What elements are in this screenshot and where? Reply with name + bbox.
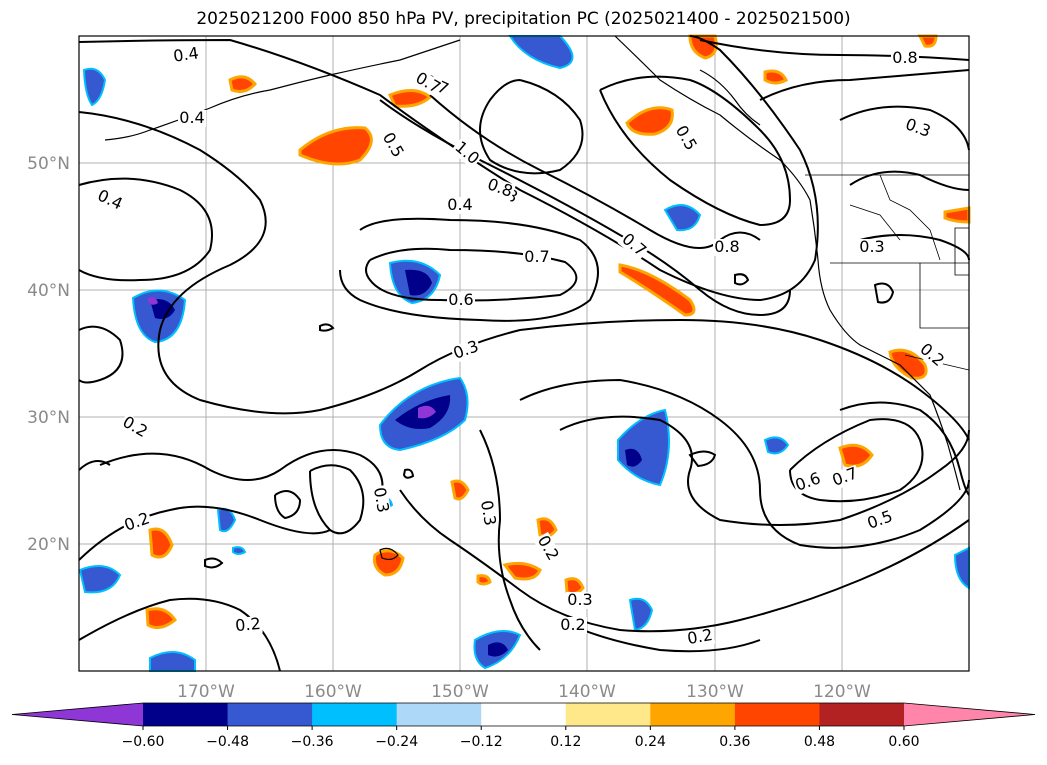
contour-label-background (671, 121, 700, 155)
lat-tick-label: 20°N (27, 535, 70, 555)
colorbar-segment (819, 703, 905, 726)
contour-label-background (118, 413, 152, 442)
contour-label: 0.8 (892, 48, 917, 67)
contour-label-background (369, 484, 392, 516)
contour-label-background (411, 69, 445, 98)
contour-label: 0.3 (567, 590, 592, 609)
contour-label-background (617, 229, 650, 261)
contour-label: 0.7 (524, 247, 549, 266)
colorbar-segment (396, 703, 482, 726)
contour-label-background (446, 197, 474, 214)
contour-label-background (121, 509, 154, 536)
contour-label-background (864, 507, 897, 534)
map-frame (78, 35, 970, 672)
contour-labels: 0.40.40.40.50.71.00.80.40.70.60.30.20.20… (93, 43, 948, 649)
contour-label-background (171, 45, 202, 66)
contour-label: 0.2 (560, 615, 585, 634)
contour-label: 0.3 (477, 499, 500, 527)
lat-tick-label: 50°N (27, 154, 70, 174)
colorbar-tick-label: 0.60 (888, 734, 919, 750)
contour-label-background (713, 239, 741, 256)
contour-label-background (533, 531, 562, 565)
contour-label-background (901, 115, 934, 142)
colorbar-tick-label: −0.12 (460, 734, 503, 750)
colorbar-tick-label: 0.12 (550, 734, 581, 750)
lon-tick-label: 140°W (558, 682, 616, 702)
contour-label: 0.6 (448, 290, 473, 309)
lon-tick-label: 120°W (813, 682, 871, 702)
lon-tick-label: 170°W (177, 682, 235, 702)
colorbar-segment (650, 703, 736, 726)
coastlines (104, 35, 961, 561)
contour-label-background (476, 497, 499, 529)
lon-tick-label: 160°W (304, 682, 362, 702)
colorbar-segment (227, 703, 313, 726)
country-borders (805, 174, 970, 371)
contour-label-background (792, 469, 825, 496)
contour-label: 0.8 (714, 237, 739, 256)
contour-label-background (829, 464, 862, 491)
contour-label-background (450, 337, 483, 364)
contour-label: 0.4 (172, 43, 200, 65)
contour-label-background (566, 592, 594, 609)
contour-label-background (233, 615, 263, 636)
colorbar-tick-label: 0.48 (804, 734, 835, 750)
colorbar-tick-label: 0.36 (719, 734, 750, 750)
lon-tick-label: 130°W (686, 682, 744, 702)
precip-shading (78, 34, 971, 672)
colorbar-tick-label: 0.24 (635, 734, 666, 750)
colorbar-extend-high (904, 703, 1035, 726)
colorbar-segment (734, 703, 820, 726)
negative-precip-extreme (148, 297, 436, 419)
map-title: 2025021200 F000 850 hPa PV, precipitatio… (196, 9, 851, 29)
lon-tick-label: 150°W (431, 682, 489, 702)
contour-label-background (559, 617, 587, 634)
contour-label: 0.2 (686, 625, 714, 648)
contour-label-background (858, 239, 886, 256)
positive-precip-patches (145, 34, 971, 630)
contour-label: 0.3 (370, 486, 393, 514)
colorbar-tick-label: −0.36 (291, 734, 334, 750)
colorbar-segment (312, 703, 398, 726)
contour-label-background (891, 50, 919, 67)
contour-label: 0.4 (179, 108, 204, 127)
pv-contours (78, 35, 970, 672)
contour-label: 0.3 (859, 237, 884, 256)
contour-label-background (684, 626, 716, 649)
colorbar-extend-low (12, 703, 143, 726)
contour-label-background (93, 186, 127, 215)
contour-label-background (378, 128, 407, 162)
lon-tick-labels: 170°W 160°W 150°W 140°W 130°W 120°W (177, 682, 871, 702)
contour-label-background (915, 339, 948, 371)
contour-label-background (178, 110, 206, 127)
contour-label: 0.2 (234, 614, 261, 635)
colorbar-tick-label: −0.24 (375, 734, 418, 750)
lat-tick-label: 40°N (27, 281, 70, 301)
colorbar-tick-label: −0.48 (206, 734, 249, 750)
colorbar: −0.60 −0.48 −0.36 −0.24 −0.12 0.12 0.24 0.36 0.4… (11, 702, 1036, 750)
contour-label-background (523, 249, 551, 266)
contour-label-background (483, 175, 516, 202)
colorbar-tick-label: −0.60 (122, 734, 165, 750)
colorbar-segment (565, 703, 651, 726)
colorbar-segment (143, 703, 229, 726)
lat-tick-labels: 50°N 40°N 30°N 20°N (27, 154, 70, 555)
contour-label: 0.4 (447, 195, 472, 214)
colorbar-segment (481, 703, 567, 726)
lat-tick-label: 30°N (27, 408, 70, 428)
contour-label-background (447, 292, 475, 309)
contour-label-background (450, 137, 483, 169)
